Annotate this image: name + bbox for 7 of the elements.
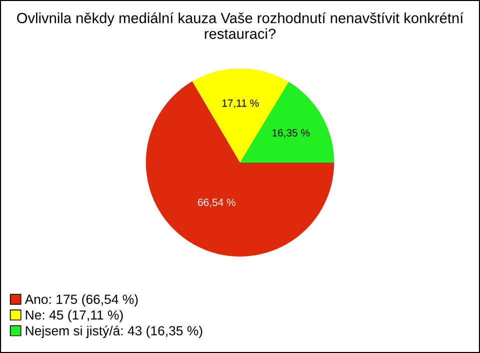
legend-label: Ne: 45 (17,11 %) [26,310,123,322]
chart-title: Ovlivnila někdy mediální kauza Vaše rozhodnutí nenavštívit konkrétní restauraci? [17,12,464,39]
legend-label: Ano: 175 (66,54 %) [24,294,138,307]
data-label: 16,35 % [272,129,310,138]
data-label: 66,54 % [198,198,236,208]
legend-label: Nejsem si jistý/á: 43 (16,35 %) [26,326,202,338]
data-label: 17,11 % [222,99,259,108]
